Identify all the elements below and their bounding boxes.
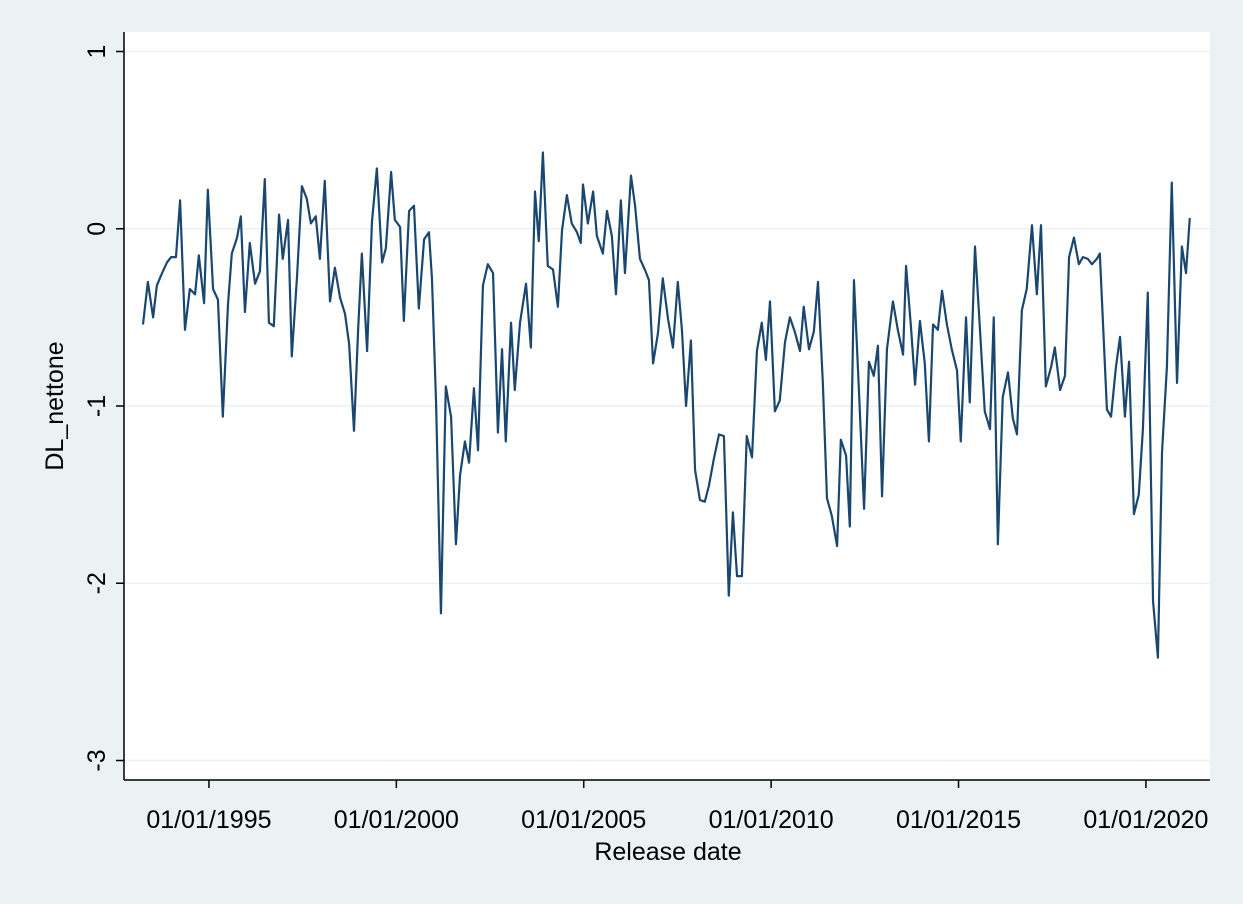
x-tick-label: 01/01/1995	[146, 806, 271, 834]
x-tick-label: 01/01/2000	[334, 806, 459, 834]
y-tick-label: -3	[83, 749, 111, 771]
x-tick-label: 01/01/2020	[1083, 806, 1208, 834]
y-tick-label: -1	[83, 395, 111, 417]
y-tick-label: -2	[83, 572, 111, 594]
y-tick-label: 0	[83, 222, 111, 236]
y-tick-label: 1	[83, 45, 111, 59]
y-axis-title: DL_nettone	[41, 341, 69, 470]
x-axis-title: Release date	[594, 838, 741, 866]
x-tick-label: 01/01/2015	[896, 806, 1021, 834]
data-line	[141, 151, 1191, 659]
x-tick-label: 01/01/2005	[521, 806, 646, 834]
x-tick-label: 01/01/2010	[709, 806, 834, 834]
